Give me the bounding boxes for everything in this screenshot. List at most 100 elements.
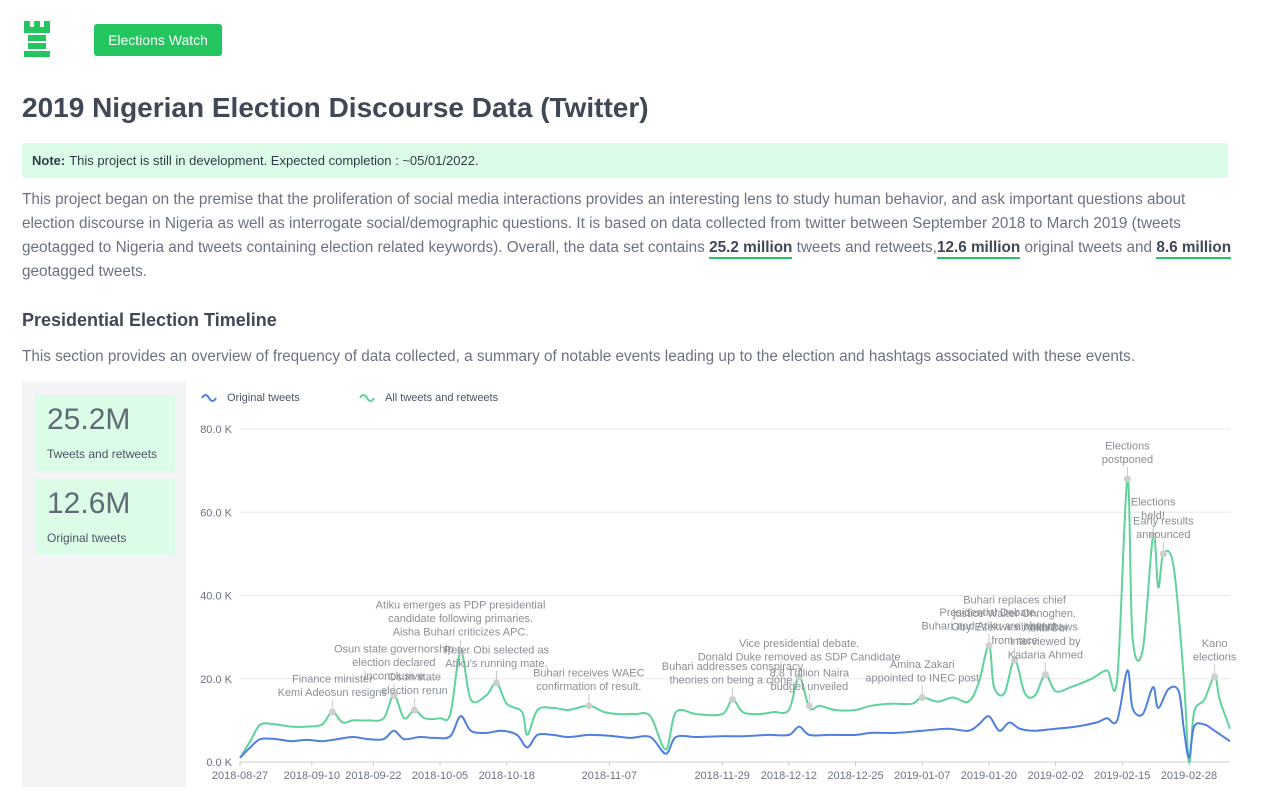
timeline-chart: 0.0 K 20.0 K 40.0 K 60.0 K 80.0 K 2018-08-27 2… [200, 392, 1237, 782]
stat-card-total-tweets: 25.2M Tweets and retweets [35, 395, 175, 471]
annotation-label: Buhari replaces chief [963, 595, 1067, 607]
annotation-marker [1041, 671, 1049, 679]
annotation-label: Vice presidential debate. [739, 638, 859, 650]
stats-panel: 25.2M Tweets and retweets 12.6M Original… [22, 382, 186, 787]
annotation-marker [1211, 673, 1219, 681]
stat-highlight-geotagged: 8.6 million [1156, 239, 1232, 259]
annotation-label: justice Walter Onnoghen. [952, 608, 1076, 620]
x-tick-label: 2018-09-22 [345, 770, 401, 782]
annotation-label: confirmation of result. [536, 681, 641, 693]
x-tick-label: 2019-01-07 [894, 770, 950, 782]
annotation-marker [492, 679, 500, 687]
intro-text-4: geotagged tweets. [22, 263, 148, 280]
x-tick-label: 2018-09-10 [284, 770, 340, 782]
x-tick-label: 2018-12-25 [827, 770, 883, 782]
annotation-label: Peter Obi selected as [444, 644, 550, 656]
annotation-label: Oby Ezekwesili withdraws [951, 622, 1078, 634]
section-description: This section provides an overview of fre… [22, 348, 1136, 365]
note-label: Note: [32, 153, 66, 168]
legend-all-tweets: All tweets and retweets [385, 392, 499, 404]
note-text: This project is still in development. Ex… [69, 153, 479, 168]
annotation-marker [585, 702, 593, 710]
x-tick-label: 2018-08-27 [212, 770, 268, 782]
annotation-label: from race [991, 635, 1037, 647]
rook-logo-icon[interactable] [22, 21, 52, 57]
annotation-marker [390, 691, 398, 699]
x-tick-label: 2018-11-29 [694, 770, 749, 782]
x-tick-label: 2018-10-05 [412, 770, 468, 782]
x-tick-label: 2018-10-18 [479, 770, 535, 782]
annotation-label: elections [1193, 652, 1237, 664]
y-tick-label: 0.0 K [206, 757, 232, 769]
annotation-label: election declared [352, 657, 435, 669]
development-note: Note: This project is still in developme… [22, 143, 1228, 178]
stat-label: Tweets and retweets [47, 447, 158, 461]
annotation-label: Elections [1131, 497, 1176, 509]
annotation-marker [805, 702, 813, 710]
annotation-label: Osun state [388, 671, 441, 683]
annotation-label: Amina Zakari [890, 659, 955, 671]
x-tick-label: 2019-02-15 [1094, 770, 1150, 782]
annotation-label: Osun state governorship [334, 643, 454, 655]
annotation-label: appointed to INEC post [865, 672, 979, 684]
stat-highlight-total: 25.2 million [709, 239, 793, 259]
stat-value: 25.2M [47, 403, 131, 436]
annotation-label: budget unveiled [771, 681, 849, 693]
x-tick-label: 2019-02-28 [1161, 770, 1217, 782]
annotation-label: Buhari addresses conspiracy [662, 661, 804, 673]
annotation-marker [728, 696, 736, 704]
y-tick-label: 20.0 K [200, 674, 232, 686]
annotation-label: theories on being a clone. [669, 675, 795, 687]
annotation-marker [795, 673, 803, 681]
legend-swatch-icon [201, 394, 217, 402]
page-title: 2019 Nigerian Election Discourse Data (T… [22, 92, 649, 123]
annotation-label: 8.8 Trillion Naira [770, 667, 850, 679]
annotation-marker [1149, 531, 1157, 539]
annotation-label: interviewed by [1010, 636, 1081, 648]
x-tick-label: 2018-11-07 [582, 770, 637, 782]
stat-value: 12.6M [47, 487, 131, 520]
x-tick-label: 2019-02-02 [1027, 770, 1083, 782]
annotation-marker [410, 706, 418, 714]
annotation-label: candidate following primaries. [388, 613, 533, 625]
stat-highlight-original: 12.6 million [936, 239, 1021, 259]
annotation-label: Kadaria Ahmed [1008, 650, 1083, 662]
legend-swatch-icon [359, 394, 375, 402]
y-tick-label: 40.0 K [200, 591, 232, 603]
annotation-label: Early results [1133, 515, 1194, 527]
annotation-label: Kemi Adeosun resigns [278, 687, 388, 699]
annotation-label: Elections [1105, 440, 1150, 452]
annotation-label: Donald Duke removed as SDP Candidate [698, 652, 901, 664]
intro-paragraph: This project began on the premise that t… [22, 188, 1232, 284]
intro-text-3: original tweets and [1020, 239, 1157, 256]
intro-text-1: This project began on the premise that t… [22, 191, 1186, 256]
annotation-label: Aisha Buhari criticizes APC. [393, 627, 529, 639]
annotation-marker [1123, 475, 1131, 483]
y-tick-label: 60.0 K [200, 507, 232, 519]
annotation-label: Atiku emerges as PDP presidential [376, 600, 546, 612]
annotation-label: Atiku's running mate. [445, 658, 547, 670]
legend-original-tweets: Original tweets [227, 392, 300, 404]
section-title: Presidential Election Timeline [22, 310, 277, 330]
annotation-label: announced [1136, 529, 1190, 541]
annotation-label: postponed [1102, 454, 1153, 466]
annotation-label: Finance minister [292, 674, 373, 686]
annotation-label: Buhari and Atiku are absent [921, 620, 1056, 632]
annotation-label: Presidential Debate. [939, 607, 1038, 619]
annotation-label: inconclusive [364, 670, 424, 682]
series-line-original-tweets [239, 669, 1231, 759]
intro-text-2: tweets and retweets, [792, 239, 937, 256]
x-tick-label: 2018-12-12 [761, 770, 817, 782]
elections-watch-button[interactable]: Elections Watch [94, 24, 222, 56]
annotation-label: Buhari receives WAEC [533, 667, 645, 679]
annotation-marker [918, 693, 926, 701]
stat-label: Original tweets [47, 531, 127, 545]
annotation-marker [1011, 656, 1019, 664]
stat-card-original-tweets: 12.6M Original tweets [35, 479, 175, 555]
annotation-marker [985, 641, 993, 649]
annotation-marker [328, 708, 336, 716]
top-bar: Elections Watch [22, 21, 1242, 57]
x-tick-label: 2019-01-20 [961, 770, 1017, 782]
annotation-label: held! [1141, 510, 1165, 522]
annotation-marker [457, 648, 465, 656]
